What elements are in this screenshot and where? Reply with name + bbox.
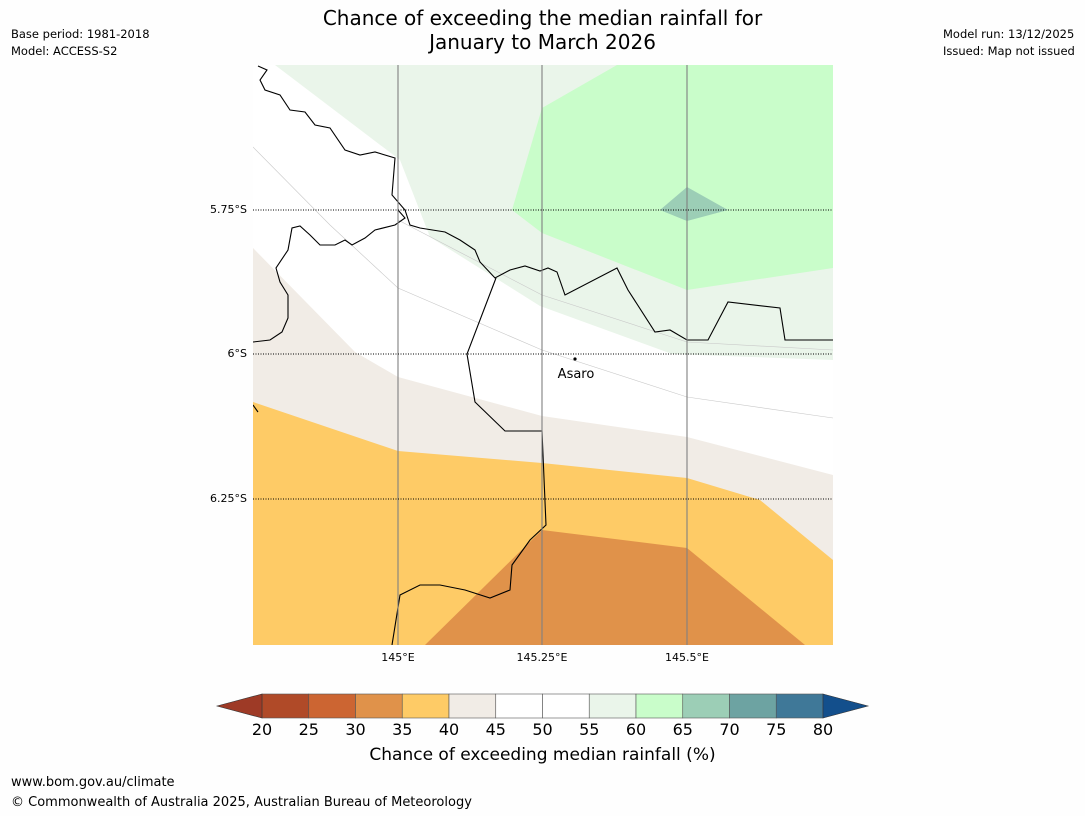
footer-url[interactable]: www.bom.gov.au/climate	[11, 775, 175, 790]
coastline	[257, 65, 833, 341]
colorbar-high-arrow	[822, 693, 870, 719]
model-run: Model run: 13/12/2025	[943, 27, 1075, 41]
title-line-1: Chance of exceeding the median rainfall …	[322, 6, 763, 30]
colorbar-cell	[401, 693, 450, 719]
title-line-2: January to March 2026	[429, 30, 656, 54]
rainfall-map: Asaro 5.75°S 6°S 6.25°S 145°E 145.25°E 1…	[210, 65, 833, 664]
colorbar-tick-label: 40	[438, 720, 460, 739]
colorbar-low-arrow	[215, 693, 263, 719]
border-line	[391, 277, 547, 645]
lon-label: 145.25°E	[517, 651, 568, 664]
meta-right: Model run: 13/12/2025 Issued: Map not is…	[943, 26, 1075, 60]
town-marker	[573, 357, 577, 361]
colorbar-cell	[448, 693, 497, 719]
colorbar-tick-label: 70	[719, 720, 740, 739]
colorbar-cell	[542, 693, 590, 719]
footer-copyright: © Commonwealth of Australia 2025, Austra…	[11, 795, 472, 810]
colorbar-cell	[729, 693, 777, 719]
region-65-70	[660, 187, 728, 221]
colorbar-cell	[775, 693, 824, 719]
colorbar-tick-label: 20	[251, 720, 273, 739]
colorbar-cell	[588, 693, 637, 719]
coast-mark	[253, 404, 259, 413]
region-60-65	[512, 65, 833, 290]
colorbar-cell	[495, 693, 543, 719]
colorbar-tick-label: 60	[625, 720, 647, 739]
colorbar-tick-label: 35	[392, 720, 413, 739]
colorbar	[215, 693, 870, 719]
contour-line	[397, 219, 833, 351]
town-label: Asaro	[558, 367, 595, 382]
lat-label: 6°S	[228, 347, 247, 360]
colorbar-tick-label: 80	[812, 720, 834, 739]
issued-status: Issued: Map not issued	[943, 44, 1075, 58]
colorbar-cell	[355, 693, 403, 719]
colorbar-tick-label: 45	[485, 720, 506, 739]
colorbar-cell	[635, 693, 684, 719]
lat-label: 6.25°S	[210, 492, 247, 505]
lat-label: 5.75°S	[210, 203, 247, 216]
lon-label: 145°E	[381, 651, 414, 664]
coastline-west	[253, 209, 406, 343]
colorbar-tick-label: 50	[532, 720, 553, 739]
map-area: Asaro	[253, 65, 833, 645]
model-name: Model: ACCESS-S2	[11, 44, 118, 58]
colorbar-tick-label: 55	[579, 720, 600, 739]
colorbar-cell	[261, 693, 310, 719]
contour-line	[253, 146, 833, 419]
map-title: Chance of exceeding the median rainfall …	[0, 6, 1085, 54]
colorbar-label: Chance of exceeding median rainfall (%)	[369, 745, 716, 765]
meta-left: Base period: 1981-2018 Model: ACCESS-S2	[11, 26, 150, 60]
colorbar-tick-label: 30	[345, 720, 366, 739]
region-30-35	[425, 530, 805, 645]
colorbar-cell	[308, 693, 356, 719]
colorbar-tick-label: 75	[766, 720, 787, 739]
colorbar-tick-label: 65	[672, 720, 693, 739]
colorbar-tick-label: 25	[298, 720, 319, 739]
colorbar-cell	[682, 693, 730, 719]
base-period: Base period: 1981-2018	[11, 27, 150, 41]
lon-label: 145.5°E	[665, 651, 709, 664]
